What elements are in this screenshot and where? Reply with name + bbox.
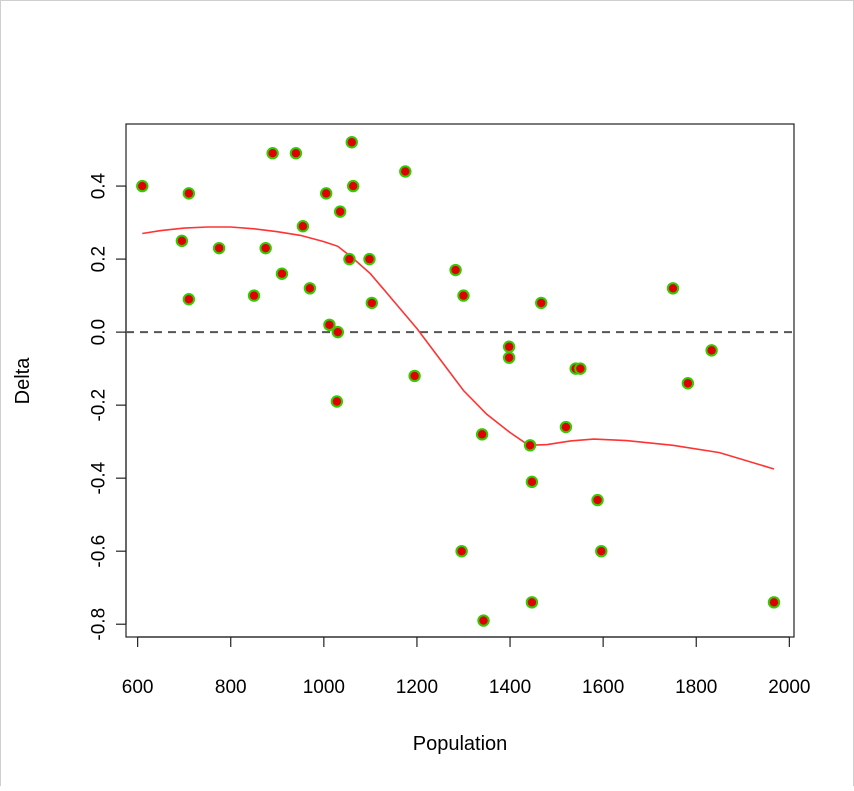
data-point [475,428,489,441]
data-point [559,420,573,434]
data-point [449,263,462,277]
data-point [275,267,289,280]
data-point [365,296,378,310]
data-point [455,544,468,558]
x-tick-label: 1600 [582,677,624,698]
data-point [323,318,336,332]
data-point [408,369,421,383]
data-point [346,179,360,193]
x-tick-label: 800 [215,677,247,698]
y-axis-label: Delta [12,357,34,405]
y-tick-label: -0.8 [89,608,110,641]
y-tick-label: 0.4 [89,172,110,199]
data-point [767,596,781,609]
y-tick-label: -0.2 [89,389,110,422]
data-point [333,205,347,218]
plot-area-box [125,123,795,638]
data-point [399,165,412,178]
x-tick-label: 1200 [396,677,438,698]
data-point [330,395,344,408]
data-point [591,493,604,507]
data-point [266,147,279,160]
data-point [303,282,317,295]
x-tick-label: 1800 [675,677,717,698]
data-point [574,362,587,375]
data-point [502,340,516,353]
data-point [331,325,345,339]
data-point [525,475,539,489]
y-axis: -0.8 -0.6 -0.4 -0.2 0.0 0.2 0.4 [89,172,127,641]
data-point [535,296,548,310]
data-point [136,179,149,193]
data-point [457,289,470,302]
data-point [666,282,680,295]
x-axis-label: Population [413,733,508,755]
data-point [681,377,695,390]
data-point [523,439,537,452]
y-tick-label: -0.6 [89,535,110,568]
data-point [259,241,272,255]
data-point [595,544,608,558]
x-tick-label: 1000 [303,677,345,698]
y-tick-label: 0.0 [89,319,110,345]
x-tick-label: 1400 [489,677,531,698]
data-point [363,252,376,266]
data-point [182,293,196,306]
y-tick-label: 0.2 [89,246,110,272]
x-axis: 600 800 1000 1200 1400 1600 1800 2000 [122,636,810,698]
data-point [319,187,333,200]
smooth-curve [142,226,775,470]
data-point [345,136,358,149]
smooth-curve-group [142,226,775,470]
data-point [705,344,718,357]
y-tick-label: -0.4 [89,461,110,494]
data-point [247,289,261,302]
data-point [182,187,196,200]
data-points [136,136,781,627]
data-point [343,252,356,266]
data-point [289,147,303,160]
data-point [296,220,310,233]
data-point [212,241,226,255]
data-point [525,596,539,609]
data-point [502,351,516,364]
x-tick-label: 2000 [768,677,810,698]
data-point [477,614,490,627]
x-tick-label: 600 [122,677,154,698]
data-point [175,234,189,248]
